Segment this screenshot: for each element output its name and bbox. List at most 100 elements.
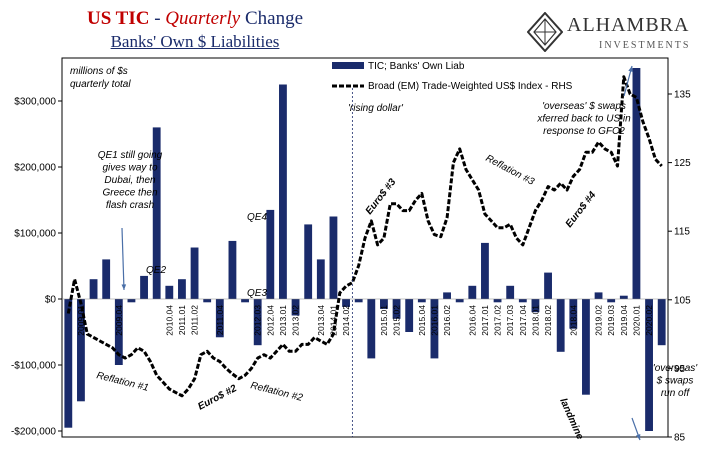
legend-bar-swatch [332,62,364,69]
x-tick-label: 2017.01 [480,305,490,336]
bar [279,84,287,299]
x-tick-label: 2020.02 [644,305,654,336]
bar [228,240,237,299]
bar [645,299,653,431]
annotation-text: QE2 [146,265,166,276]
legend-bar-label: TIC; Banks' Own Liab [368,61,465,72]
x-tick-label: 2017.03 [505,305,515,336]
annotation-line: Euro$ #2 [196,383,239,413]
x-tick-label: 2009.01 [76,305,86,336]
annotation-text: Euro$ #2 [196,383,239,413]
annotation-line: Greece then [102,188,157,199]
x-tick-label: 2018.01 [530,305,540,336]
annotation-line: gives way to [102,163,157,174]
logo-name: ALHAMBRA [567,14,690,36]
x-tick-label: 2013.01 [278,305,288,336]
title-quarterly: Quarterly [165,8,241,29]
bar [544,272,552,299]
annotation-text: 'overseas' $ swaps run off [653,363,698,399]
annotation-line: QE1 still going [98,150,163,161]
y2-tick-label: 125 [674,158,691,169]
y2-tick-label: 105 [674,295,691,306]
y2-tick-label: 85 [674,433,686,444]
title-main: US TIC [86,8,150,29]
bar [190,247,199,299]
x-tick-label: 2015.01 [379,305,389,336]
y-tick-label: $300,000 [14,97,56,108]
annotation-line: Euro$ #4 [564,189,599,229]
bar [632,68,641,299]
x-tick-label: 2018.04 [568,305,578,336]
title-separator: - [149,8,166,29]
bar [443,292,451,299]
x-tick-label: 2015.02 [392,305,402,336]
annotation-arrowhead [635,434,641,440]
annotation-line: landmine [557,397,585,442]
annotation-line: 'overseas' $ swaps [542,101,626,112]
y-tick-label: $100,000 [14,229,56,240]
x-tick-label: 2017.04 [518,305,528,336]
bar [481,242,489,299]
y-tick-label: -$100,000 [11,361,56,372]
y-unit-note: quarterly total [70,79,131,90]
bar [127,299,136,303]
bar [455,299,464,303]
bar [354,299,363,303]
bar [102,259,111,299]
y-tick-label: $0 [45,295,57,306]
x-tick-label: 2020.01 [631,305,641,336]
bar [380,299,388,309]
x-tick-label: 2014.01 [328,305,338,336]
bar [342,299,350,307]
bar [203,299,212,303]
y-tick-label: $200,000 [14,163,56,174]
x-tick-label: 2011.04 [215,305,225,335]
bar [165,285,174,299]
x-tick-label: 2014.02 [341,305,351,336]
annotation-text: Reflation #3 [484,153,537,188]
annotation-text: QE3 [247,288,267,299]
bar [506,285,515,299]
bar [582,299,590,395]
annotation-line: Reflation #1 [95,370,149,394]
annotation-text: QE1 still going gives way to Dubai, then Gr… [98,150,163,211]
annotation-line: Euro$ #3 [364,176,399,216]
bar [367,299,376,359]
bar [316,259,325,299]
x-tick-label: 2011.02 [190,305,200,335]
x-tick-label: 2017.02 [493,305,503,336]
chart-title: US TIC - Quarterly Change [0,8,390,30]
annotation-line: 'rising dollar' [348,103,404,114]
x-tick-label: 2013.04 [316,305,326,336]
bar [392,299,401,319]
logo-subtitle: INVESTMENTS [599,40,691,51]
annotation-line: response to GFC2 [543,126,625,137]
bar [430,299,439,359]
bar [619,295,628,299]
y2-tick-label: 135 [674,90,691,101]
bar [304,224,313,299]
annotation-line: QE3 [247,288,267,299]
legend-line-label: Broad (EM) Trade-Weighted US$ Index - RH… [368,81,573,92]
dollar-index-line [66,75,663,398]
bar [77,299,85,402]
bar [329,216,338,299]
bar [468,285,477,299]
bar [657,299,666,346]
x-tick-label: 2015.04 [417,305,427,336]
bar [152,127,161,300]
annotation-line: xferred back to US in [536,114,631,125]
annotation-line: Reflation #3 [484,153,537,188]
bar [215,299,224,338]
bar [241,299,249,303]
y2-tick-label: 115 [674,227,690,238]
bar [253,299,262,346]
x-tick-label: 2018.02 [543,305,553,336]
bar [64,299,73,428]
diamond-logo-icon [527,12,563,52]
annotation-text: QE4 [247,212,267,223]
annotation-arrow [121,227,125,291]
annotation-line: flash crash [106,200,155,211]
annotation-line: Reflation #2 [249,380,304,404]
